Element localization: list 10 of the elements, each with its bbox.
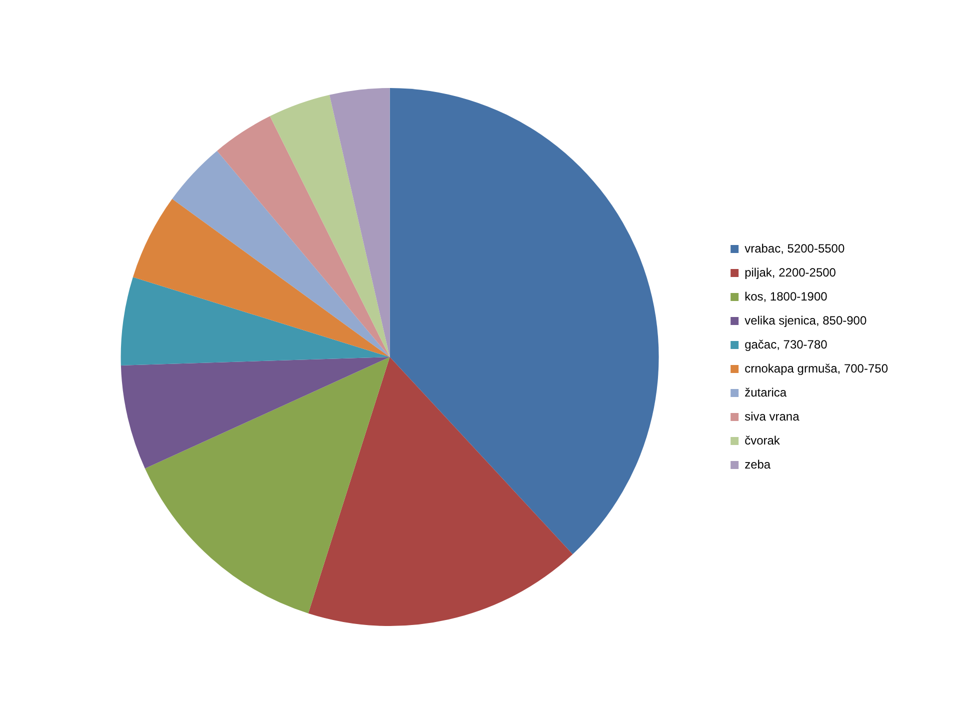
legend-label: zeba (744, 457, 771, 472)
legend-label: vrabac, 5200-5500 (744, 241, 845, 256)
legend-label: čvorak (744, 433, 781, 448)
legend-label: žutarica (744, 385, 787, 400)
legend-label: piljak, 2200-2500 (744, 265, 836, 280)
legend-label: siva vrana (744, 409, 800, 424)
legend-label: gačac, 730-780 (744, 337, 828, 352)
legend-label: velika sjenica, 850-900 (744, 313, 867, 328)
legend-label: kos, 1800-1900 (744, 289, 828, 304)
legend-label: crnokapa grmuša, 700-750 (744, 361, 888, 376)
